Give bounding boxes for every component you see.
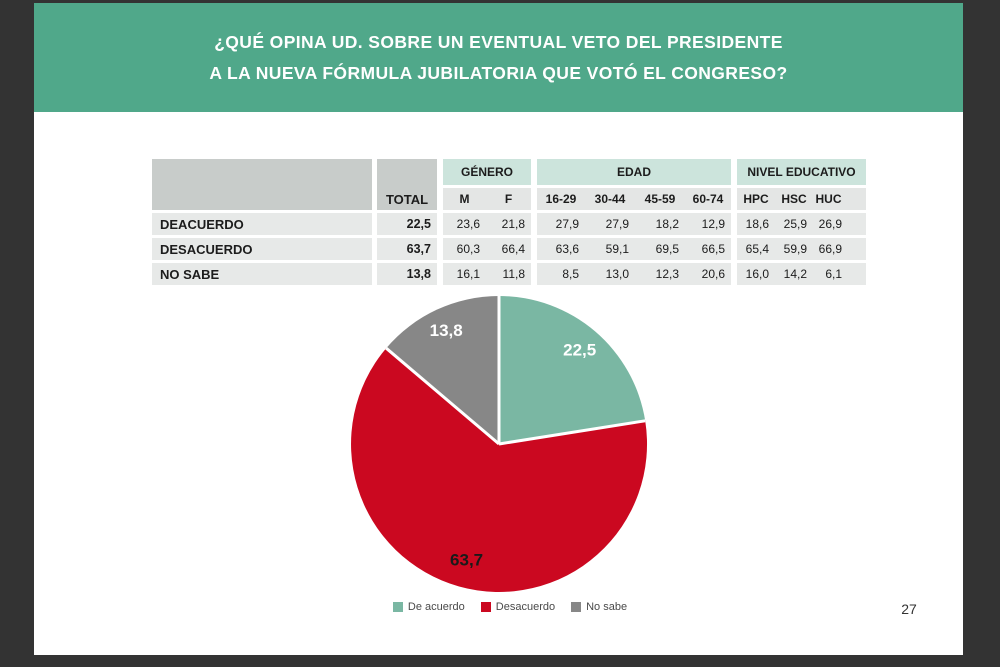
slide-title-line-1: ¿QUÉ OPINA UD. SOBRE UN EVENTUAL VETO DE… — [214, 31, 783, 52]
table-cell: 14,2 — [775, 263, 813, 285]
legend-label: No sabe — [586, 601, 628, 613]
column-header: 30-44 — [585, 188, 635, 210]
total-value: 13,8 — [377, 263, 437, 285]
table-cell: 13,0 — [585, 263, 635, 285]
legend-swatch-icon — [480, 602, 491, 612]
group-header: EDAD — [537, 159, 731, 185]
table-cell: 16,0 — [737, 263, 775, 285]
table-cell: 66,9 — [813, 238, 866, 260]
legend-item: No sabe — [571, 601, 627, 613]
column-header: M — [443, 188, 486, 210]
header-banner: ¿QUÉ OPINA UD. SOBRE UN EVENTUAL VETO DE… — [34, 3, 963, 112]
table-cell: 12,9 — [685, 213, 731, 235]
table-cell: 66,4 — [486, 238, 531, 260]
group-header: GÉNERO — [443, 159, 531, 185]
results-table: TOTAL GÉNERO M F EDAD 16-29 30-44 45-59 60-74 NIV… — [152, 159, 866, 285]
table-cell: 18,2 — [635, 213, 685, 235]
slice-separator — [498, 419, 646, 446]
table-cell: 27,9 — [585, 213, 635, 235]
table-cell: 25,9 — [775, 213, 813, 235]
pie-slice-de-acuerdo — [499, 296, 646, 444]
table-cell: 27,9 — [537, 213, 585, 235]
legend-item: Desacuerdo — [480, 601, 556, 613]
table-corner-cell — [152, 159, 372, 210]
table-cell: 23,6 — [443, 213, 486, 235]
total-value: 63,7 — [377, 238, 437, 260]
legend-swatch-icon — [392, 602, 403, 612]
total-column-header: TOTAL — [377, 159, 437, 210]
pie-chart: 22,5 63,7 13,8 — [330, 290, 690, 600]
column-header: HSC — [775, 188, 813, 210]
table-cell: 20,6 — [685, 263, 731, 285]
slide-title-line-2: A LA NUEVA FÓRMULA JUBILATORIA QUE VOTÓ … — [209, 62, 788, 83]
column-header: 60-74 — [685, 188, 731, 210]
legend-label: De acuerdo — [407, 601, 465, 613]
table-cell: 69,5 — [635, 238, 685, 260]
column-header: 16-29 — [537, 188, 585, 210]
total-value: 22,5 — [377, 213, 437, 235]
table-cell: 65,4 — [737, 238, 775, 260]
pie-slice-label: 13,8 — [430, 321, 463, 340]
group-header: NIVEL EDUCATIVO — [737, 159, 866, 185]
table-cell: 63,6 — [537, 238, 585, 260]
table-cell: 59,9 — [775, 238, 813, 260]
table-cell: 11,8 — [486, 263, 531, 285]
chart-legend: De acuerdo Desacuerdo No sabe — [330, 601, 690, 613]
table-cell: 66,5 — [685, 238, 731, 260]
pie-slice-label: 22,5 — [563, 341, 596, 360]
table-cell: 59,1 — [585, 238, 635, 260]
column-header: F — [486, 188, 531, 210]
slide: ¿QUÉ OPINA UD. SOBRE UN EVENTUAL VETO DE… — [34, 3, 963, 655]
table-cell: 16,1 — [443, 263, 486, 285]
page-number: 27 — [901, 601, 917, 617]
row-label: NO SABE — [152, 263, 372, 285]
row-label: DEACUERDO — [152, 213, 372, 235]
column-header: HUC — [813, 188, 866, 210]
legend-item: De acuerdo — [392, 601, 465, 613]
table-cell: 18,6 — [737, 213, 775, 235]
row-label: DESACUERDO — [152, 238, 372, 260]
pie-slice-label: 63,7 — [450, 550, 483, 569]
column-header: HPC — [737, 188, 775, 210]
table-cell: 8,5 — [537, 263, 585, 285]
slice-separator — [385, 347, 500, 446]
table-cell: 6,1 — [813, 263, 866, 285]
legend-label: Desacuerdo — [495, 601, 556, 613]
legend-swatch-icon — [571, 602, 582, 612]
pie-slice-no-sabe — [386, 296, 499, 444]
table-cell: 12,3 — [635, 263, 685, 285]
pie-slice-desacuerdo — [351, 348, 648, 592]
table-cell: 60,3 — [443, 238, 486, 260]
table-cell: 26,9 — [813, 213, 866, 235]
table-cell: 21,8 — [486, 213, 531, 235]
column-header: 45-59 — [635, 188, 685, 210]
